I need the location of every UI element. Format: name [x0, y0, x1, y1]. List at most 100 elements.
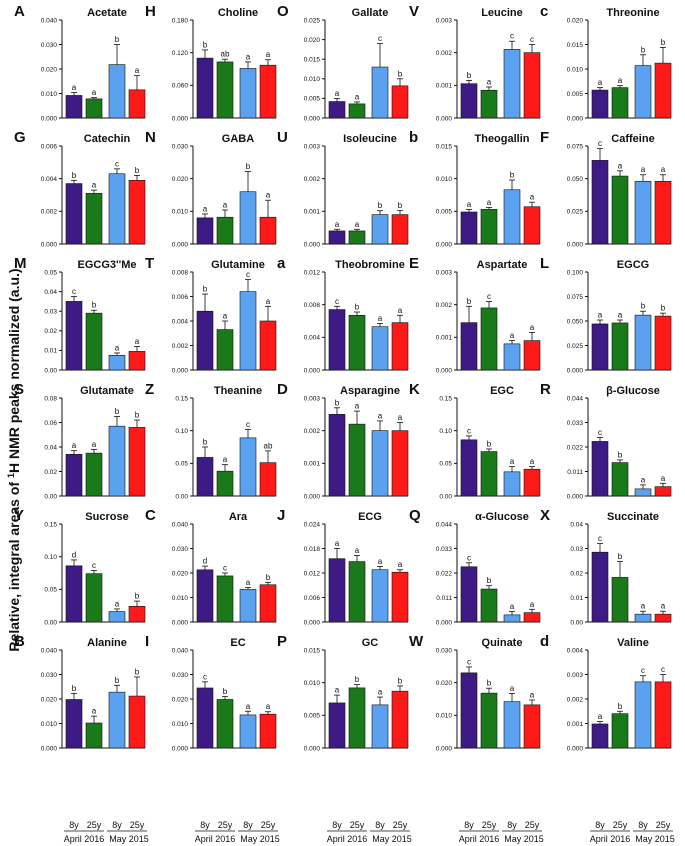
y-tick-label: 0.075: [567, 143, 584, 150]
panel-P: P GC 0.000 0.005 0.010 0.015 a b a b: [277, 633, 409, 752]
y-tick-label: 0.006: [172, 294, 189, 301]
y-tick-label: 0.025: [567, 209, 584, 216]
significance-label: a: [115, 599, 120, 608]
bar: [480, 209, 498, 245]
y-tick-label: 0.000: [172, 745, 189, 752]
panel-title: Alanine: [87, 637, 127, 649]
bar: [108, 354, 126, 371]
panel-letter: Z: [145, 381, 154, 398]
y-tick-label: 0.008: [172, 269, 189, 276]
y-tick-label: 0.02: [44, 328, 57, 335]
x-axis-group-labels: 8y 25y 8y 25y April 2016 May 2015: [590, 820, 675, 844]
x-tick-label: 25y: [525, 820, 540, 830]
panel-E: E Aspartate 0.000 0.001 0.002 0.003 b c a a: [409, 255, 541, 374]
panel-title: GABA: [222, 133, 254, 145]
bar: [391, 430, 409, 497]
significance-label: b: [72, 684, 77, 693]
significance-label: a: [72, 441, 77, 450]
significance-label: b: [115, 35, 120, 44]
x-tick-label: 25y: [261, 820, 276, 830]
bar: [591, 441, 609, 497]
y-tick-label: 0.050: [567, 176, 584, 183]
y-tick-label: 0.000: [567, 745, 584, 752]
significance-label: d: [72, 550, 76, 559]
significance-label: a: [467, 200, 472, 209]
bar: [128, 695, 146, 749]
y-tick-label: 0.030: [172, 546, 189, 553]
y-tick-label: 0.05: [44, 587, 57, 594]
significance-label: ab: [221, 50, 230, 59]
panel-title: Acetate: [87, 7, 127, 19]
significance-label: c: [598, 428, 602, 437]
significance-label: a: [641, 475, 646, 484]
y-tick-label: 0.020: [304, 37, 321, 44]
significance-label: b: [135, 166, 140, 175]
significance-label: b: [246, 162, 251, 171]
significance-label: b: [335, 398, 340, 407]
panel-U: U Isoleucine 0.000 0.001 0.002 0.003 a a b b: [277, 129, 409, 248]
bar: [634, 65, 652, 119]
panel-letter: Y: [14, 507, 24, 524]
bar: [239, 589, 257, 623]
panel-O: O Gallate 0.000 0.005 0.010 0.015 0.020 0.025 a a…: [277, 3, 409, 122]
y-tick-label: 0.003: [567, 672, 584, 679]
x-tick-label: 25y: [350, 820, 365, 830]
y-tick-label: 0.02: [44, 469, 57, 476]
y-tick-label: 0.03: [570, 546, 583, 553]
y-tick-label: 0.020: [436, 680, 453, 687]
bar: [65, 301, 83, 371]
panel-letter: A: [14, 3, 25, 20]
y-tick-label: 0.002: [567, 696, 584, 703]
x-tick-label: 8y: [243, 820, 253, 830]
y-tick-label: 0.000: [436, 367, 453, 374]
significance-label: b: [641, 45, 646, 54]
bar: [216, 699, 234, 749]
y-tick-label: 0.010: [436, 713, 453, 720]
bar: [634, 681, 652, 749]
panel-c: c Threonine 0.000 0.005 0.010 0.015 0.020 a a b b: [540, 3, 672, 122]
bar: [196, 457, 214, 497]
y-tick-label: 0.08: [44, 395, 57, 402]
bar: [128, 606, 146, 623]
y-tick-label: 0.010: [304, 76, 321, 83]
significance-label: c: [598, 139, 602, 148]
y-tick-label: 0.030: [172, 143, 189, 150]
x-tick-label: 25y: [613, 820, 628, 830]
significance-label: a: [355, 402, 360, 411]
y-tick-label: 0.01: [44, 348, 57, 355]
y-tick-label: 0.002: [304, 428, 321, 435]
significance-label: b: [618, 552, 623, 561]
y-tick-label: 0.15: [175, 395, 188, 402]
y-tick-label: 0.10: [44, 554, 57, 561]
y-tick-label: 0.002: [41, 209, 58, 216]
significance-label: b: [203, 40, 208, 49]
panel-title: EGCG: [617, 259, 649, 271]
bar: [611, 577, 629, 623]
y-tick-label: 0.180: [172, 17, 189, 24]
bar: [391, 571, 409, 623]
panel-Y: Y Sucrose 0.00 0.05 0.10 0.15 d c a b: [14, 507, 146, 626]
group-label: May 2015: [109, 834, 149, 844]
significance-label: a: [530, 690, 535, 699]
group-label: May 2015: [635, 834, 675, 844]
panel-title: Theanine: [214, 385, 262, 397]
y-tick-label: 0.000: [172, 241, 189, 248]
significance-label: a: [510, 331, 515, 340]
bar: [460, 566, 478, 623]
significance-label: a: [398, 306, 403, 315]
bar: [460, 322, 478, 371]
y-tick-label: 0.030: [41, 672, 58, 679]
panel-title: Asparagine: [340, 385, 400, 397]
significance-label: a: [618, 161, 623, 170]
y-tick-label: 0.010: [41, 721, 58, 728]
panel-letter: L: [540, 255, 549, 272]
y-tick-label: 0.001: [436, 83, 453, 90]
bar: [391, 85, 409, 119]
y-tick-label: 0.030: [172, 672, 189, 679]
significance-label: a: [266, 297, 271, 306]
bar: [85, 722, 103, 749]
bar: [460, 439, 478, 497]
significance-label: c: [487, 292, 491, 301]
y-tick-label: 0.000: [304, 115, 321, 122]
significance-label: b: [378, 201, 383, 210]
